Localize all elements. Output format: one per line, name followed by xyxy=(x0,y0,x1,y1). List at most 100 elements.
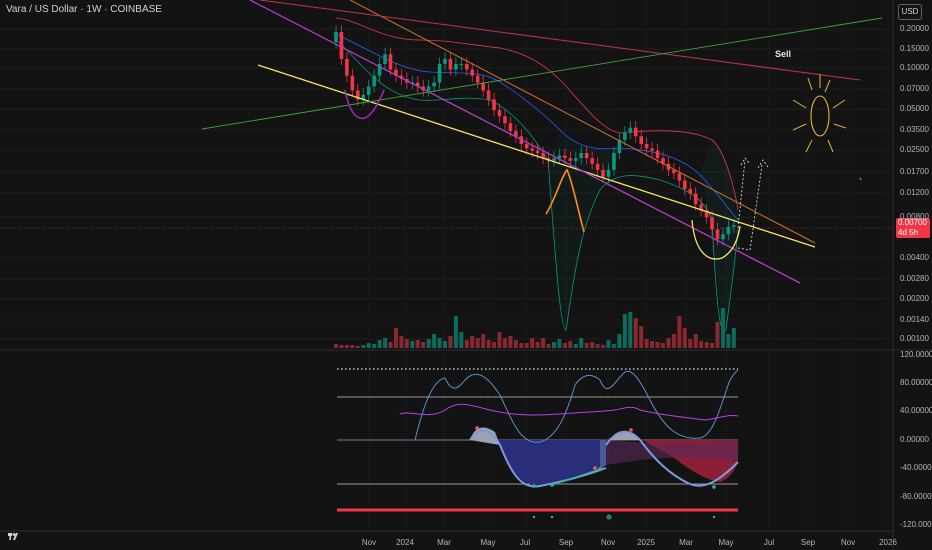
price-tick-label: 0.00140 xyxy=(900,315,929,324)
volume-bar xyxy=(671,334,676,348)
candle-body xyxy=(721,234,725,240)
sell-annotation: Sell xyxy=(775,49,792,59)
volume-bar xyxy=(720,308,725,348)
signal-dot xyxy=(593,466,597,470)
volume-bar xyxy=(568,341,573,348)
volume-bar xyxy=(661,343,665,348)
volume-bar xyxy=(726,334,731,348)
price-tick-label: 0.00100 xyxy=(900,334,929,343)
sun-ray xyxy=(832,99,846,109)
volume-bar xyxy=(497,332,502,348)
time-tick-label: Nov xyxy=(361,538,377,547)
volume-bar xyxy=(693,334,698,348)
sun-doodle xyxy=(792,74,847,153)
indicator-tick-label: 80.00000 xyxy=(900,378,932,387)
trendline-red xyxy=(259,0,861,81)
volume-bar xyxy=(611,344,616,348)
time-tick-label: Nov xyxy=(840,538,856,547)
candle-body xyxy=(486,90,491,100)
candle-body xyxy=(383,54,387,64)
upper-band xyxy=(335,17,739,211)
candle-body xyxy=(584,153,589,159)
candle-body xyxy=(481,82,485,91)
volume-bar xyxy=(639,326,644,348)
sun-ray xyxy=(833,123,847,129)
signal-dot xyxy=(712,485,716,489)
volume-bar xyxy=(502,338,507,348)
indicator-tick-label: -40.00000 xyxy=(900,463,932,472)
candle-body xyxy=(579,153,584,159)
volume-bar xyxy=(470,336,475,348)
sun-ray xyxy=(792,99,807,109)
price-tick-label: 0.10000 xyxy=(900,63,929,72)
candle-body xyxy=(377,63,382,76)
volume-bar xyxy=(355,346,360,348)
signal-dot xyxy=(550,483,554,487)
candle-body xyxy=(475,75,480,83)
cup-shape-purple xyxy=(344,89,385,120)
currency-button[interactable]: USD xyxy=(898,4,922,20)
volume-bar xyxy=(601,345,606,348)
sun-ray xyxy=(827,139,834,153)
candle-body xyxy=(339,32,344,59)
time-tick-label: 2024 xyxy=(396,538,414,547)
candle-body xyxy=(356,90,360,100)
volume-bar xyxy=(475,338,480,348)
volume-bar xyxy=(579,338,584,348)
symbol-header[interactable]: Vara / US Dollar · 1W · COINBASE xyxy=(6,4,162,15)
volume-bar xyxy=(459,332,464,348)
sun-ray xyxy=(805,139,813,153)
candle-body xyxy=(415,82,420,87)
candle-body xyxy=(633,127,638,137)
volume-bar xyxy=(633,318,638,348)
candle-body xyxy=(683,180,687,189)
volume-bar xyxy=(562,343,567,348)
indicator-tick-label: 0.00000 xyxy=(900,435,929,444)
time-tick-label: Jul xyxy=(763,538,775,547)
tradingview-logo-icon[interactable] xyxy=(8,531,18,541)
volume-bar xyxy=(715,322,720,348)
candle-body xyxy=(334,32,338,43)
price-tick-label: 0.07000 xyxy=(900,84,929,93)
candle-body xyxy=(590,158,594,164)
volume-bar xyxy=(535,342,540,348)
volume-bar xyxy=(339,345,344,348)
volume-bar xyxy=(383,338,388,348)
volume-bar xyxy=(650,341,655,348)
volume-bar xyxy=(557,339,562,348)
candle-body xyxy=(623,132,627,140)
volume-bar xyxy=(541,338,546,348)
price-tick-label: 0.00200 xyxy=(900,294,929,303)
momentum-fill-blue xyxy=(470,433,606,486)
candle-body xyxy=(530,148,534,151)
volume-bar xyxy=(453,316,458,348)
signal-dot xyxy=(606,514,612,520)
last-price-label: 0.00700 4d 5h xyxy=(896,218,930,238)
basis-line xyxy=(335,33,739,221)
volume-bar xyxy=(443,341,447,348)
candle-body xyxy=(394,69,398,76)
volume-bar xyxy=(372,344,377,348)
candle-body xyxy=(726,226,731,235)
candle-body xyxy=(661,158,665,164)
volume-bar xyxy=(590,342,595,348)
volume-bar xyxy=(573,344,578,348)
volume-bar xyxy=(350,345,355,348)
candle-body xyxy=(732,225,736,227)
oscillator-line-purple xyxy=(399,403,739,421)
volume-bar xyxy=(644,339,649,348)
time-tick-label: 2025 xyxy=(637,538,655,547)
price-tick-label: 0.20000 xyxy=(900,24,929,33)
signal-dot xyxy=(629,428,633,432)
price-tick-label: 0.02500 xyxy=(900,145,929,154)
candle-body xyxy=(454,63,458,70)
volume-bar xyxy=(421,342,426,348)
volume-bar xyxy=(710,343,715,348)
price-tick-label: 0.00400 xyxy=(900,253,929,262)
candle-body xyxy=(345,58,349,76)
signal-line xyxy=(605,431,739,487)
indicator-tick-label: 120.00000 xyxy=(900,350,932,359)
volume-bar xyxy=(595,344,600,348)
candle-body xyxy=(508,123,513,131)
